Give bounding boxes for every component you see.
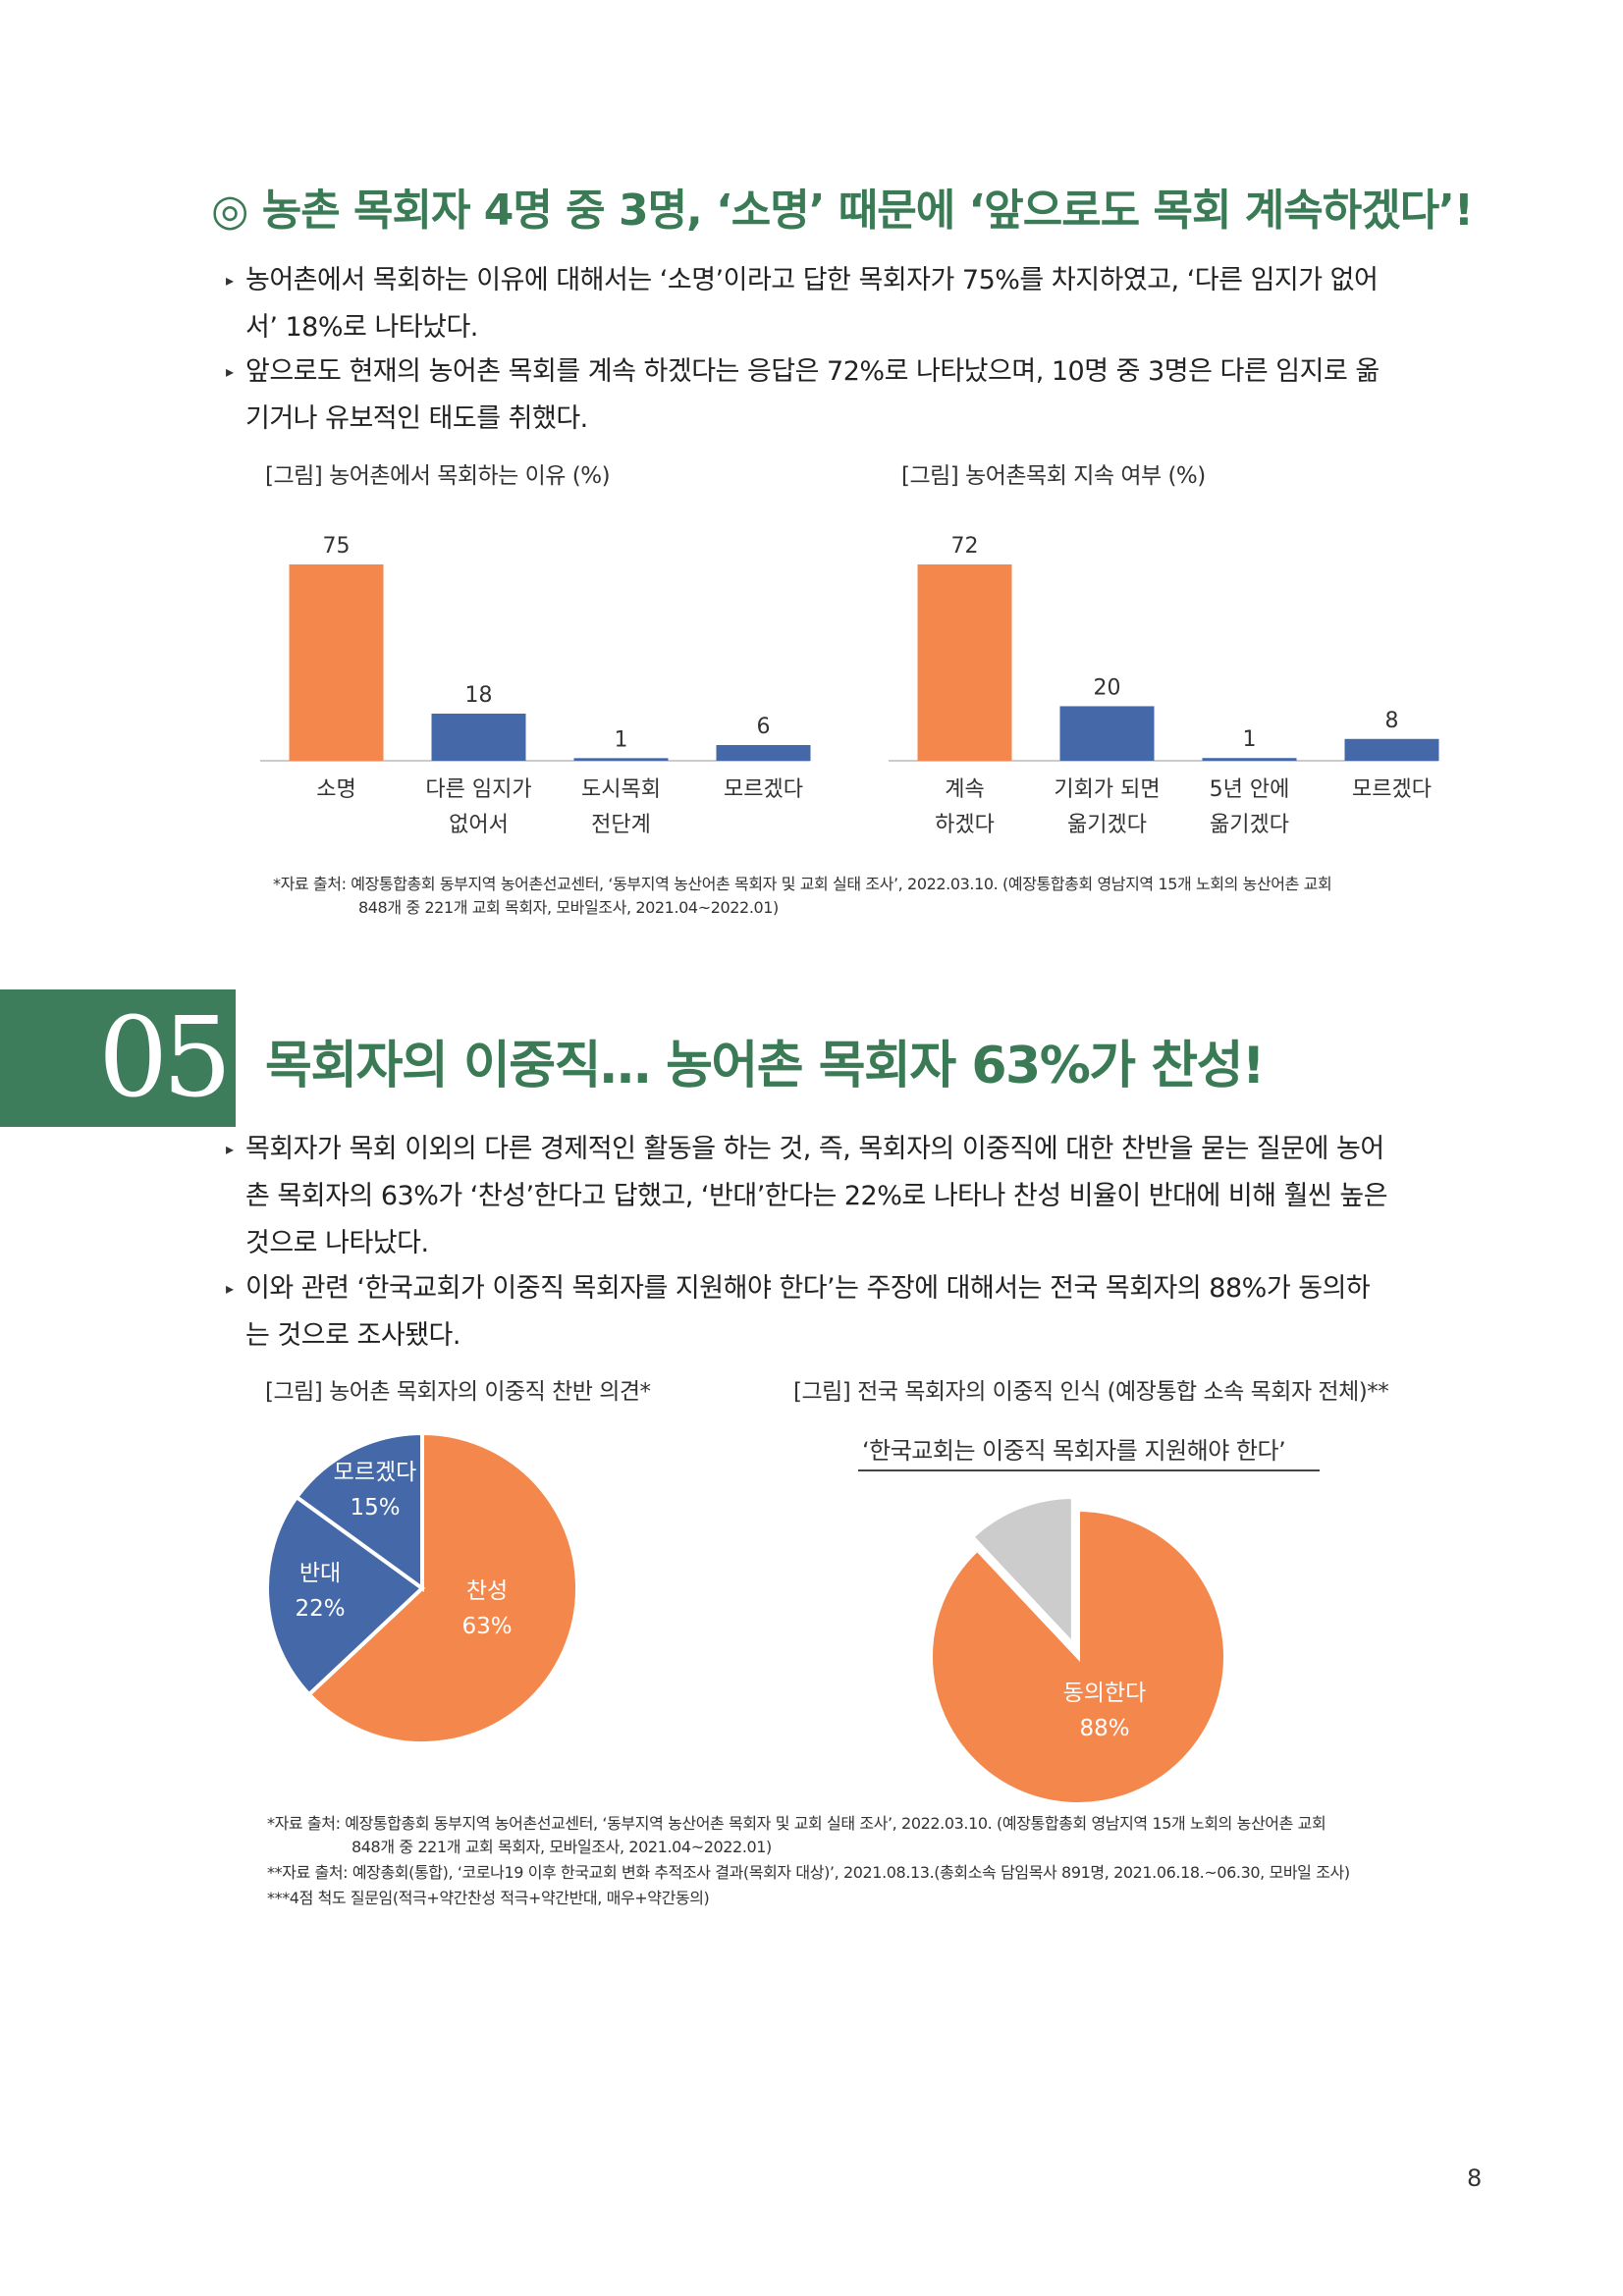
bullet-paragraph: ▸ 목회자가 목회 이외의 다른 경제적인 활동을 하는 것, 즉, 목회자의 …: [226, 1126, 1473, 1267]
tick-label: 5년 안에: [1210, 777, 1290, 802]
pie-slice: [969, 1494, 1075, 1650]
pie-slice: [294, 1430, 424, 1592]
source-note: ***4점 척도 질문임(적극+약간찬성 적극+약간반대, 매우+약간동의): [267, 1889, 710, 1907]
chart-subtitle: ‘한국교회는 이중직 목회자를 지원해야 한다’: [862, 1437, 1286, 1465]
bullet-line: 앞으로도 현재의 농어촌 목회를 계속 하겠다는 응답은 72%로 나타났으며,…: [245, 356, 1380, 387]
slice-value: 15%: [350, 1495, 400, 1521]
bar: [1202, 758, 1297, 761]
section-heading: 목회자의 이중직… 농어촌 목회자 63%가 찬성!: [265, 1037, 1266, 1095]
bullet-line: 촌 목회자의 63%가 ‘찬성’한다고 답했고, ‘반대’한다는 22%로 나타…: [245, 1181, 1388, 1211]
tick-label: 옮기겠다: [1067, 813, 1147, 837]
source-note: 848개 중 221개 교회 목회자, 모바일조사, 2021.04~2022.…: [358, 898, 779, 917]
data-label: 6: [757, 715, 771, 739]
data-label: 72: [951, 534, 979, 559]
chart-title: [그림] 전국 목회자의 이중직 인식 (예장통합 소속 목회자 전체)**: [793, 1379, 1389, 1405]
chart-title: [그림] 농어촌목회 지속 여부 (%): [901, 463, 1206, 489]
data-label: 8: [1385, 709, 1399, 733]
data-label: 18: [465, 683, 493, 708]
bullet-line: 농어촌에서 목회하는 이유에 대해서는 ‘소명’이라고 답한 목회자가 75%를…: [245, 265, 1379, 295]
bullet-paragraph: ▸ 앞으로도 현재의 농어촌 목회를 계속 하겠다는 응답은 72%로 나타났으…: [226, 348, 1473, 443]
bullet-icon: ▸: [226, 271, 234, 290]
pie-chart-dual-job-opinion: 찬성 63% 반대 22% 모르겠다 15%: [265, 1430, 579, 1745]
slice-value: 63%: [461, 1614, 512, 1639]
pie-chart-dual-job-support: 동의한다 88%: [929, 1494, 1227, 1806]
tick-label: 옮기겠다: [1210, 813, 1289, 837]
source-note: 848개 중 221개 교회 목회자, 모바일조사, 2021.04~2022.…: [352, 1838, 772, 1856]
bullet-icon: ▸: [226, 1140, 234, 1158]
tick-label: 하겠다: [935, 813, 995, 837]
pie-slice: [305, 1430, 579, 1745]
bar: [716, 745, 811, 761]
source-note: **자료 출처: 예장총회(통합), ‘코로나19 이후 한국교회 변화 추적조…: [267, 1863, 1350, 1882]
bar: [573, 758, 669, 761]
subtitle-underline: [858, 1469, 1320, 1471]
tick-label: 도시목회: [581, 777, 661, 802]
bar: [289, 564, 384, 761]
bar: [1344, 738, 1439, 761]
bullet-paragraph: ▸ 이와 관련 ‘한국교회가 이중직 목회자를 지원해야 한다’는 주장에 대해…: [226, 1265, 1473, 1360]
bullet-icon: ▸: [226, 362, 234, 381]
data-label: 20: [1094, 675, 1121, 700]
slice-label: 모르겠다: [334, 1460, 417, 1485]
slice-value: 88%: [1079, 1716, 1129, 1741]
source-note: *자료 출처: 예장통합총회 동부지역 농어촌선교센터, ‘동부지역 농산어촌 …: [273, 875, 1332, 893]
bullet-paragraph: ▸ 농어촌에서 목회하는 이유에 대해서는 ‘소명’이라고 답한 목회자가 75…: [226, 257, 1473, 351]
bullet-line: 는 것으로 조사됐다.: [245, 1320, 460, 1351]
bullet-line: 서’ 18%로 나타났다.: [245, 312, 478, 343]
data-label: 75: [323, 534, 351, 559]
tick-label: 계속: [945, 777, 984, 802]
section-heading: ◎ 농촌 목회자 4명 중 3명, ‘소명’ 때문에 ‘앞으로도 목회 계속하겠…: [211, 186, 1474, 236]
tick-label: 기회가 되면: [1054, 777, 1160, 802]
tick-label: 다른 임지가: [425, 777, 531, 802]
bar: [1059, 706, 1155, 761]
slice-label: 동의한다: [1063, 1681, 1147, 1706]
data-label: 1: [1243, 727, 1257, 752]
source-note: *자료 출처: 예장통합총회 동부지역 농어촌선교센터, ‘동부지역 농산어촌 …: [267, 1814, 1326, 1833]
tick-label: 없어서: [449, 813, 509, 837]
page-number: 8: [1467, 2164, 1483, 2192]
tick-label: 전단계: [591, 813, 651, 837]
slice-value: 22%: [295, 1596, 345, 1622]
pie-slice: [929, 1507, 1227, 1806]
section-number-block: [0, 989, 236, 1127]
chart-title: [그림] 농어촌에서 목회하는 이유 (%): [265, 463, 611, 489]
tick-label: 모르겠다: [1352, 777, 1432, 802]
pie-slice: [265, 1494, 426, 1697]
bar: [917, 564, 1012, 761]
bullet-line: 것으로 나타났다.: [245, 1228, 429, 1258]
bullet-line: 이와 관련 ‘한국교회가 이중직 목회자를 지원해야 한다’는 주장에 대해서는…: [245, 1273, 1371, 1304]
chart-title: [그림] 농어촌 목회자의 이중직 찬반 의견*: [265, 1379, 651, 1405]
slice-label: 찬성: [466, 1578, 508, 1604]
tick-label: 소명: [316, 777, 355, 802]
bullet-line: 목회자가 목회 이외의 다른 경제적인 활동을 하는 것, 즉, 목회자의 이중…: [245, 1134, 1384, 1164]
slice-label: 반대: [299, 1561, 341, 1586]
section-number: 05: [98, 994, 232, 1122]
data-label: 1: [615, 727, 628, 752]
bullet-line: 기거나 유보적인 태도를 취했다.: [245, 403, 588, 434]
tick-label: 모르겠다: [724, 777, 803, 802]
bullet-icon: ▸: [226, 1279, 234, 1298]
bar: [431, 714, 526, 761]
